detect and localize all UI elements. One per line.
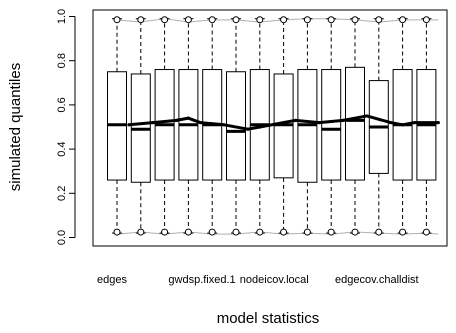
lower-point (303, 228, 311, 236)
observed-point-0 (127, 123, 131, 127)
y-tick-label-3: 0.6 (56, 97, 68, 112)
observed-point-11 (365, 114, 369, 118)
upper-point (232, 16, 240, 24)
observed-point-5 (222, 123, 226, 127)
observed-point-8 (293, 118, 298, 122)
lower-point (280, 228, 288, 236)
x-tick-label-0: edges (97, 274, 127, 286)
box-11 (368, 16, 389, 236)
lower-point (375, 228, 383, 236)
upper-point (399, 16, 407, 24)
observed-point-1 (151, 120, 155, 125)
box-13 (416, 16, 437, 236)
upper-point (280, 16, 288, 24)
y-tick-label-1: 0.2 (56, 186, 68, 201)
upper-point (184, 16, 192, 24)
box-8 (297, 16, 318, 236)
upper-point (327, 16, 335, 24)
observed-point-14 (412, 120, 417, 125)
lower-point (351, 228, 359, 236)
box-4 (202, 16, 223, 236)
observed-point-4 (198, 120, 202, 125)
upper-point (422, 16, 430, 24)
box-3 (178, 16, 199, 236)
observed-point-3 (186, 116, 190, 120)
lower-point (327, 228, 335, 236)
upper-point (351, 16, 359, 24)
observed-point-12 (389, 120, 393, 125)
upper-point (161, 16, 169, 24)
upper-point (208, 16, 216, 24)
lower-point (161, 228, 169, 236)
box-1 (130, 16, 151, 236)
observed-point-9 (317, 120, 321, 125)
lower-point (422, 228, 430, 236)
lower-point (208, 228, 216, 236)
observed-line (128, 114, 439, 131)
box-0 (107, 16, 127, 236)
x-tick-label-2: nodeicov.local (240, 274, 309, 286)
lower-point (184, 228, 192, 236)
box-7 (273, 16, 294, 236)
lower-point (399, 228, 407, 236)
box-10 (345, 16, 365, 236)
x-axis-label: model statistics (217, 310, 320, 327)
y-axis-label: simulated quantiles (7, 63, 24, 191)
observed-point-2 (174, 118, 179, 122)
upper-point (256, 16, 264, 24)
observed-point-6 (246, 127, 250, 131)
observed-point-13 (401, 123, 405, 127)
plot-frame (92, 9, 448, 247)
box-body (345, 66, 365, 181)
lower-point (137, 228, 145, 236)
upper-point (375, 16, 383, 24)
box-2 (154, 16, 175, 236)
observed-point-15 (436, 120, 440, 125)
lower-point (232, 228, 240, 236)
upper-point (137, 16, 145, 24)
observed-point-7 (258, 125, 262, 129)
y-tick-label-4: 0.8 (56, 53, 68, 68)
y-tick-label-5: 1.0 (56, 9, 68, 24)
upper-point (113, 16, 121, 24)
upper-point (303, 16, 311, 24)
box-body (321, 69, 342, 181)
lower-point (113, 228, 121, 236)
y-tick-label-0: 0.0 (56, 230, 68, 245)
y-tick-label-2: 0.4 (56, 141, 68, 156)
box-9 (321, 16, 342, 236)
observed-point-10 (341, 118, 345, 122)
x-tick-label-1: gwdsp.fixed.1 (168, 274, 235, 286)
x-tick-label-3: edgecov.challdist (335, 274, 419, 286)
lower-point (256, 228, 264, 236)
